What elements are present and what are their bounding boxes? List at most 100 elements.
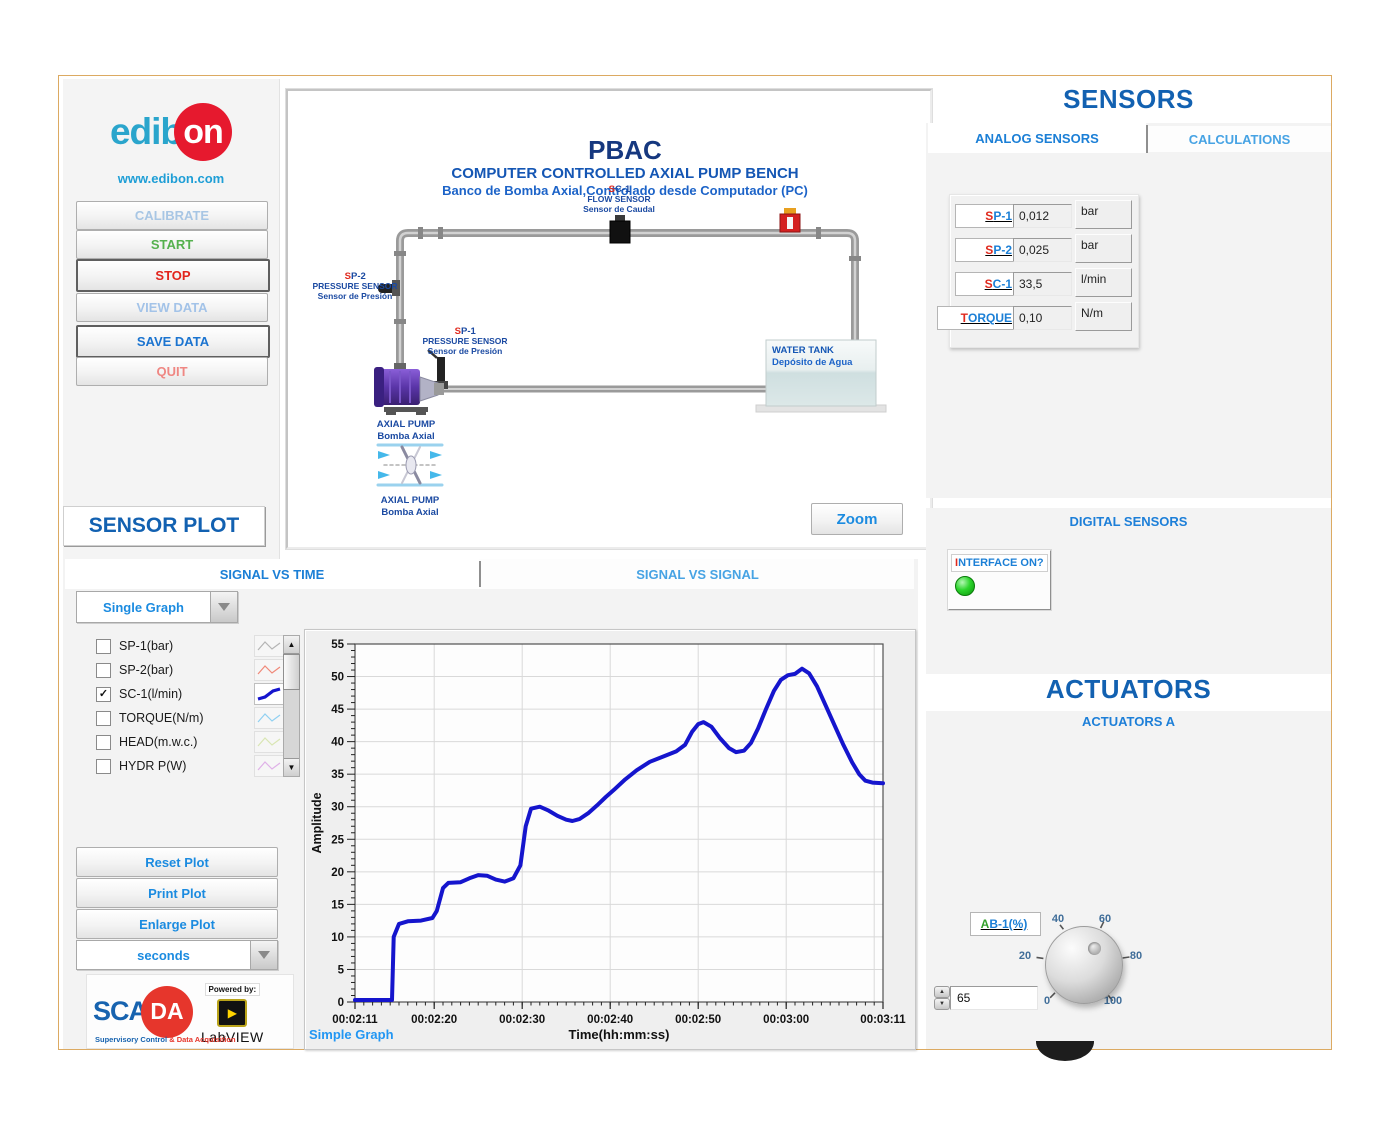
- plot-tabs: SIGNAL VS TIME SIGNAL VS SIGNAL: [65, 559, 914, 589]
- zoom-button[interactable]: Zoom: [811, 503, 903, 535]
- svg-text:C-1: C-1: [615, 184, 631, 195]
- legend-line-head[interactable]: [254, 731, 284, 753]
- axial-pump-schematic-icon: [376, 443, 444, 487]
- signal-checkbox-torque[interactable]: [96, 710, 111, 726]
- sensor-value-sc1: 33,5: [1013, 272, 1072, 296]
- interface-indicator: INTERFACE ON?: [948, 550, 1051, 610]
- sensor-value-sp2: 0,025: [1013, 238, 1072, 262]
- actuators-title: ACTUATORS: [1045, 674, 1212, 704]
- dropdown-arrow-icon[interactable]: [250, 941, 277, 969]
- signal-list-scrollbar[interactable]: ▲ ▼: [283, 635, 300, 777]
- view-data-button[interactable]: VIEW DATA: [76, 293, 268, 322]
- quit-button[interactable]: QUIT: [76, 357, 268, 386]
- labview-icon: ▶: [217, 999, 248, 1027]
- pressure-sensor-2-label: S P-2 PRESSURE SENSOR Sensor de Presión: [312, 271, 397, 301]
- scada-wordmark: SCA DA: [93, 979, 194, 1044]
- scroll-down-icon[interactable]: ▼: [284, 758, 299, 776]
- sensor-tag-sp1: S P-1: [955, 204, 1016, 228]
- signal-checkbox-head[interactable]: [96, 734, 111, 750]
- ab1-value-field[interactable]: 65: [950, 986, 1038, 1010]
- scada-subtitle: Supervisory Control & Data Acquisition: [95, 1035, 236, 1044]
- svg-text:AXIAL PUMP: AXIAL PUMP: [381, 495, 440, 506]
- interface-led-icon: [955, 576, 975, 596]
- scada-circle-icon: DA: [141, 985, 194, 1038]
- ab1-numeric-control: ▲ ▼ 65: [934, 986, 1038, 1010]
- dropdown-arrow-icon[interactable]: [210, 592, 237, 622]
- spinner-up-icon[interactable]: ▲: [934, 986, 950, 998]
- print-plot-button[interactable]: Print Plot: [76, 878, 278, 908]
- pipe-connectors: [394, 227, 861, 324]
- scroll-thumb[interactable]: [283, 654, 300, 690]
- svg-text:0: 0: [338, 997, 344, 1009]
- svg-text:Sensor de Presión: Sensor de Presión: [428, 346, 503, 356]
- svg-text:Time(hh:mm:ss): Time(hh:mm:ss): [569, 1027, 670, 1042]
- svg-text:Sensor de Caudal: Sensor de Caudal: [583, 204, 655, 214]
- svg-text:30: 30: [331, 802, 344, 814]
- tab-analog-sensors[interactable]: ANALOG SENSORS: [928, 123, 1146, 153]
- water-tank: WATER TANK Depósito de Agua: [755, 339, 887, 413]
- svg-text:55: 55: [331, 639, 344, 651]
- axial-pump-label: AXIAL PUMP Bomba Axial: [377, 419, 436, 442]
- svg-text:Bomba Axial: Bomba Axial: [377, 431, 434, 442]
- axial-pump-schematic-label: AXIAL PUMP Bomba Axial: [381, 495, 440, 518]
- knob-tick-100: 100: [1103, 995, 1123, 1007]
- tab-signal-vs-time[interactable]: SIGNAL VS TIME: [65, 559, 479, 589]
- svg-text:Sensor de Presión: Sensor de Presión: [318, 291, 393, 301]
- digital-sensors-header: DIGITAL SENSORS: [1069, 514, 1188, 529]
- spinner-down-icon[interactable]: ▼: [934, 998, 950, 1010]
- knob-tick-80: 80: [1129, 950, 1143, 962]
- scroll-up-icon[interactable]: ▲: [284, 636, 299, 654]
- reset-plot-button[interactable]: Reset Plot: [76, 847, 278, 877]
- svg-text:PRESSURE SENSOR: PRESSURE SENSOR: [422, 336, 507, 346]
- pressure-sensor-1-label: S P-1 PRESSURE SENSOR Sensor de Presión: [422, 326, 507, 356]
- graph-mode-dropdown[interactable]: Single Graph: [76, 591, 238, 623]
- knob-tick-0: 0: [1043, 995, 1051, 1007]
- time-unit-dropdown[interactable]: seconds: [76, 940, 278, 970]
- start-button[interactable]: START: [76, 230, 268, 259]
- signal-checkbox-sc1[interactable]: ✓: [96, 686, 111, 702]
- signal-checkbox-sp1[interactable]: [96, 638, 111, 654]
- knob-ticks: [1036, 921, 1130, 1002]
- signal-row-torque: TORQUE(N/m): [96, 706, 204, 730]
- tab-calculations[interactable]: CALCULATIONS: [1148, 126, 1331, 152]
- enlarge-plot-button[interactable]: Enlarge Plot: [76, 909, 278, 939]
- svg-text:PRESSURE SENSOR: PRESSURE SENSOR: [312, 281, 397, 291]
- sensor-unit-sc1: l/min: [1075, 268, 1132, 297]
- svg-text:00:02:20: 00:02:20: [411, 1014, 457, 1026]
- stop-button[interactable]: STOP: [76, 259, 270, 292]
- plot-tab-divider: [479, 561, 481, 587]
- knob-shadow: [1036, 1041, 1094, 1061]
- legend-line-sp2[interactable]: [254, 659, 284, 681]
- sensor-tag-torque: T ORQUE: [937, 306, 1016, 330]
- ab1-knob-widget: 0 20 40 60 80 100: [1014, 906, 1154, 1046]
- svg-text:00:02:11: 00:02:11: [332, 1014, 378, 1026]
- sensor-unit-sp1: bar: [1075, 200, 1132, 229]
- diagram-subtitle: COMPUTER CONTROLLED AXIAL PUMP BENCH: [451, 165, 798, 182]
- signal-row-sp1: SP-1(bar): [96, 634, 173, 658]
- legend-line-sc1[interactable]: [254, 683, 284, 705]
- legend-line-torque[interactable]: [254, 707, 284, 729]
- save-data-button[interactable]: SAVE DATA: [76, 325, 270, 358]
- signal-checkbox-sp2[interactable]: [96, 662, 111, 678]
- flow-sensor-label: S C-1 FLOW SENSOR Sensor de Caudal: [583, 184, 655, 214]
- logo-circle-icon: on: [174, 103, 233, 161]
- scada-logo: SCA DA Supervisory Control & Data Acquis…: [86, 974, 294, 1049]
- sensor-tag-sc1: S C-1: [955, 272, 1016, 296]
- website-link[interactable]: www.edibon.com: [117, 171, 225, 186]
- calibrate-button[interactable]: CALIBRATE: [76, 201, 268, 230]
- svg-text:20: 20: [331, 867, 344, 879]
- legend-line-hydrp[interactable]: [254, 755, 284, 777]
- svg-text:15: 15: [331, 899, 344, 911]
- sensor-unit-sp2: bar: [1075, 234, 1132, 263]
- sensor-plot-title: SENSOR PLOT: [63, 506, 265, 546]
- tab-signal-vs-signal[interactable]: SIGNAL VS SIGNAL: [481, 559, 914, 589]
- ab1-knob[interactable]: [1045, 926, 1123, 1004]
- diagram-subtitle-es: Banco de Bomba Axial,Controlado desde Co…: [442, 183, 808, 198]
- sensor-unit-torque: N/m: [1075, 302, 1132, 331]
- legend-line-sp1[interactable]: [254, 635, 284, 657]
- waveform-chart: 0 5 10 15 20 25 30 35 40 45 50 55 00:02:11 00:02:20 00…: [309, 639, 906, 1042]
- labview-logo: Powered by: ▶ LabVIEW: [201, 983, 264, 1045]
- ab1-label: A B-1(%): [970, 912, 1041, 936]
- svg-text:Simple Graph: Simple Graph: [309, 1027, 394, 1042]
- signal-checkbox-hydrp[interactable]: [96, 758, 111, 774]
